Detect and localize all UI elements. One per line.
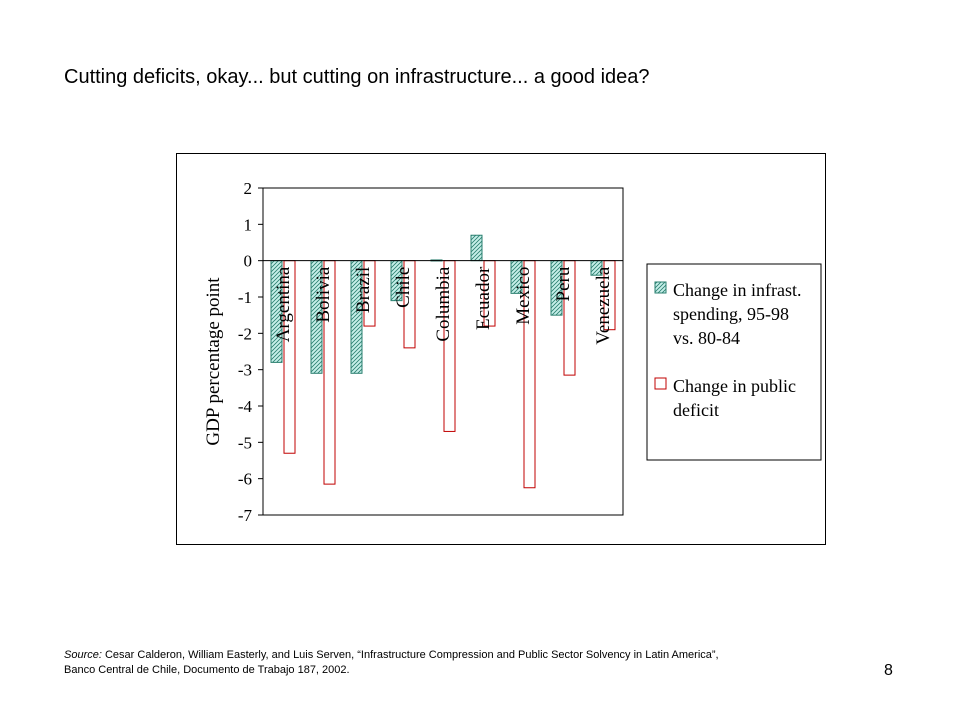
- y-axis-label: GDP percentage point: [203, 277, 224, 446]
- source-note: Source: Cesar Calderon, William Easterly…: [64, 648, 864, 678]
- category-label-chile: Chile: [393, 267, 414, 308]
- source-citation-line-2: Banco Central de Chile, Documento de Tra…: [64, 664, 350, 676]
- legend: Change in infrast. spending, 95-98 vs. 80-…: [646, 263, 822, 461]
- chart-frame: 2 1 0 -1 -2 -3 -4 -5 -6 -7 GDP percentage point Arg…: [176, 153, 826, 545]
- y-tick-label: -5: [238, 433, 252, 452]
- legend-swatch-infrastructure: [654, 281, 667, 294]
- source-citation-line-1: Cesar Calderon, William Easterly, and Lu…: [104, 649, 719, 661]
- y-tick-label: -3: [238, 361, 252, 380]
- y-tick-label: 1: [244, 215, 253, 234]
- y-tick-label: -4: [238, 397, 253, 416]
- source-label: Source:: [64, 649, 102, 661]
- y-tick-label: -1: [238, 288, 252, 307]
- y-tick-label: 0: [244, 252, 253, 271]
- plot-border: [262, 187, 624, 516]
- slide-title: Cutting deficits, okay... but cutting on…: [64, 66, 650, 88]
- y-tick-label: -7: [238, 506, 253, 525]
- category-label-venezuela: Venezuela: [593, 266, 614, 345]
- category-labels: 2 1 0 -1 -2 -3 -4 -5 -6 -7 GDP percentage point Arg…: [203, 179, 614, 525]
- y-tick-label: 2: [244, 179, 253, 198]
- bar-infrastructure-ecuador: [470, 234, 483, 262]
- legend-label-infrastructure-line-2: spending, 95-98: [673, 304, 789, 324]
- legend-label-deficit-line-1: Change in public: [673, 376, 796, 396]
- category-label-ecuador: Ecuador: [473, 266, 494, 330]
- category-label-columbia: Columbia: [433, 266, 454, 342]
- plot-area: [258, 187, 624, 516]
- legend-label-infrastructure-line-1: Change in infrast.: [673, 280, 801, 300]
- y-tick-label: -6: [238, 470, 252, 489]
- category-label-peru: Peru: [553, 266, 574, 301]
- legend-label-infrastructure-line-3: vs. 80-84: [673, 328, 740, 348]
- category-label-argentina: Argentina: [273, 266, 294, 342]
- category-label-mexico: Mexico: [513, 267, 534, 325]
- category-label-brazil: Brazil: [353, 267, 374, 313]
- legend-box: [646, 263, 822, 461]
- legend-swatch-deficit: [654, 377, 667, 390]
- category-label-bolivia: Bolivia: [313, 266, 334, 323]
- bar-chart: 2 1 0 -1 -2 -3 -4 -5 -6 -7 GDP percentage point Arg…: [203, 179, 822, 525]
- legend-label-deficit-line-2: deficit: [673, 400, 719, 420]
- page-number: 8: [884, 662, 893, 679]
- y-tick-label: -2: [238, 324, 252, 343]
